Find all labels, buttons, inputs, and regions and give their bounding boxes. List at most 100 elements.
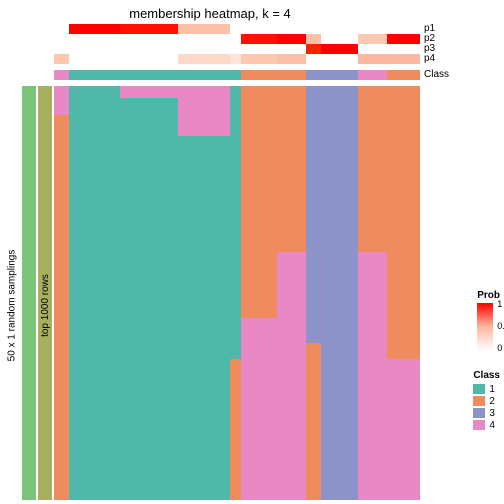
heat-cell bbox=[387, 115, 420, 136]
ann-cell bbox=[277, 34, 306, 44]
class-legend-title: Class bbox=[473, 370, 500, 381]
heat-cell bbox=[277, 252, 306, 318]
heat-cell bbox=[120, 136, 179, 252]
class-legend: Class 1234 bbox=[473, 370, 500, 431]
heat-row bbox=[54, 252, 420, 318]
ann-cell bbox=[54, 54, 69, 64]
ann-cell bbox=[321, 24, 358, 34]
rows-label: top 1000 rows bbox=[40, 274, 51, 337]
heat-cell bbox=[178, 98, 229, 115]
heat-cell bbox=[277, 136, 306, 252]
class-legend-item: 2 bbox=[473, 395, 500, 407]
heat-cell bbox=[241, 318, 278, 343]
heat-cell bbox=[69, 98, 120, 115]
ann-cell bbox=[321, 54, 358, 64]
heat-cell bbox=[321, 115, 358, 136]
class-label: 1 bbox=[489, 384, 495, 395]
heat-cell bbox=[387, 318, 420, 343]
annotation-row-class bbox=[22, 70, 420, 80]
annotation-row-p4 bbox=[22, 54, 420, 64]
ann-cell bbox=[54, 70, 69, 80]
ann-cell bbox=[178, 24, 229, 34]
ann-cell bbox=[387, 70, 420, 80]
heat-cell bbox=[241, 115, 278, 136]
heat-cell bbox=[69, 359, 120, 500]
heat-row bbox=[54, 359, 420, 500]
heat-cell bbox=[120, 252, 179, 318]
heat-cell bbox=[387, 98, 420, 115]
heat-cell bbox=[306, 359, 321, 500]
heat-cell bbox=[306, 136, 321, 252]
class-label: 3 bbox=[489, 408, 495, 419]
heat-cell bbox=[120, 86, 179, 98]
ann-label-p4: p4 bbox=[424, 53, 435, 64]
heat-cell bbox=[387, 343, 420, 360]
prob-tick-0: 0 bbox=[497, 343, 502, 353]
ann-cell bbox=[230, 54, 241, 64]
heat-cell bbox=[54, 115, 69, 136]
class-swatch bbox=[473, 420, 485, 430]
heat-cell bbox=[241, 136, 278, 252]
heat-cell bbox=[54, 359, 69, 500]
heat-cell bbox=[277, 86, 306, 98]
prob-gradient-bar: 1 0.5 0 bbox=[477, 303, 493, 351]
ann-cell bbox=[358, 70, 387, 80]
heat-cell bbox=[230, 359, 241, 500]
heat-cell bbox=[306, 98, 321, 115]
heat-cell bbox=[321, 343, 358, 360]
ann-cell bbox=[306, 34, 321, 44]
heat-cell bbox=[277, 98, 306, 115]
heat-cell bbox=[230, 98, 241, 115]
ann-cell bbox=[306, 44, 321, 54]
heat-cell bbox=[277, 359, 306, 500]
heat-cell bbox=[321, 136, 358, 252]
ann-cell bbox=[241, 24, 278, 34]
heat-cell bbox=[306, 343, 321, 360]
heat-cell bbox=[178, 136, 229, 252]
ann-cell bbox=[178, 44, 229, 54]
heat-cell bbox=[306, 115, 321, 136]
heat-cell bbox=[277, 343, 306, 360]
ann-cell bbox=[358, 34, 387, 44]
heat-cell bbox=[69, 115, 120, 136]
class-swatch bbox=[473, 384, 485, 394]
heat-cell bbox=[277, 115, 306, 136]
heat-row bbox=[54, 318, 420, 343]
class-legend-items: 1234 bbox=[473, 383, 500, 431]
ann-cell bbox=[54, 44, 69, 54]
ann-cell bbox=[241, 34, 278, 44]
class-legend-item: 1 bbox=[473, 383, 500, 395]
heat-cell bbox=[387, 86, 420, 98]
heat-cell bbox=[358, 98, 387, 115]
heat-cell bbox=[178, 115, 229, 136]
heat-cell bbox=[54, 343, 69, 360]
annotation-row-p1 bbox=[22, 24, 420, 34]
heat-cell bbox=[178, 86, 229, 98]
ann-cell bbox=[277, 44, 306, 54]
ann-cell bbox=[277, 24, 306, 34]
ann-cell bbox=[358, 54, 387, 64]
heat-cell bbox=[241, 252, 278, 318]
heat-cell bbox=[306, 318, 321, 343]
heat-cell bbox=[178, 318, 229, 343]
class-legend-item: 4 bbox=[473, 419, 500, 431]
heat-cell bbox=[120, 115, 179, 136]
heat-cell bbox=[358, 252, 387, 318]
plot-area: p1p2p3p4Class bbox=[22, 24, 420, 500]
heat-row bbox=[54, 98, 420, 115]
prob-legend: Prob 1 0.5 0 bbox=[477, 290, 500, 353]
heat-row bbox=[54, 136, 420, 252]
heat-cell bbox=[321, 98, 358, 115]
ann-cell bbox=[230, 70, 241, 80]
heat-cell bbox=[120, 343, 179, 360]
heat-cell bbox=[277, 318, 306, 343]
heat-cell bbox=[387, 359, 420, 500]
sampling-sidebar bbox=[22, 86, 36, 500]
ann-cell bbox=[387, 34, 420, 44]
heat-cell bbox=[69, 318, 120, 343]
heat-cell bbox=[230, 252, 241, 318]
annotation-row-p2 bbox=[22, 34, 420, 44]
ann-cell bbox=[69, 24, 120, 34]
heat-cell bbox=[178, 252, 229, 318]
heat-cell bbox=[54, 86, 69, 98]
